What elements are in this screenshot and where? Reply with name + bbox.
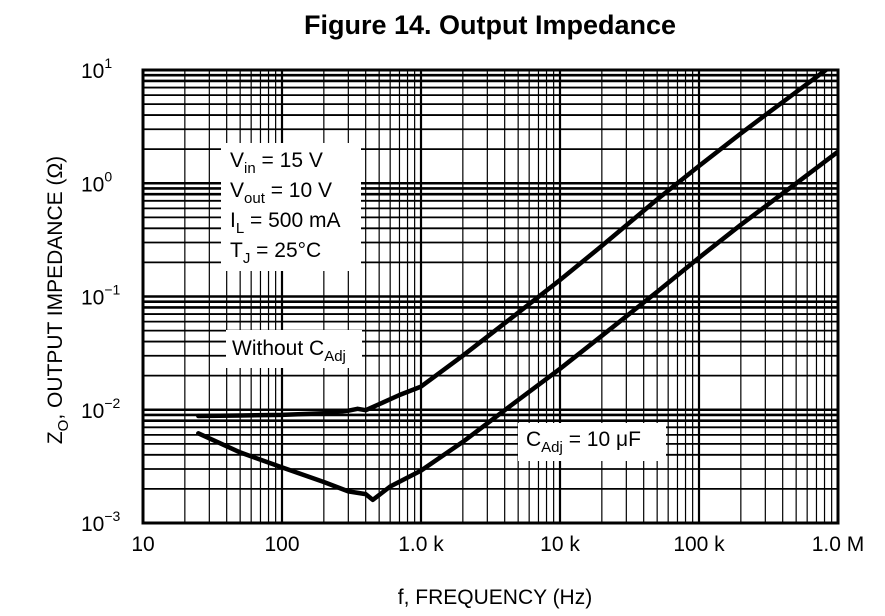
chart-title: Figure 14. Output Impedance	[304, 10, 676, 40]
y-axis-label: ZO, OUTPUT IMPEDANCE (Ω)	[44, 156, 72, 444]
x-tick-label: 100	[264, 533, 299, 556]
x-tick-label: 1.0 M	[812, 533, 865, 556]
svg-text:CAdj = 10 μF: CAdj = 10 μF	[526, 428, 641, 456]
series-layer	[196, 70, 838, 503]
x-tick-label: 10	[131, 533, 154, 556]
x-tick-label: 1.0 k	[398, 533, 444, 556]
svg-text:Without CAdj: Without CAdj	[232, 337, 346, 365]
x-tick-label: 10 k	[540, 533, 580, 556]
condition-vin: Vin = 15 V	[230, 149, 323, 177]
series-line-cadj-10uf	[196, 149, 838, 503]
y-tick-label: 101	[81, 55, 112, 83]
test-conditions: Vin = 15 V Vout = 10 V IL = 500 mA TJ = …	[221, 143, 361, 271]
y-tick-label: 100	[81, 168, 112, 196]
condition-tj: TJ = 25°C	[230, 239, 321, 267]
y-axis-label-rest: , OUTPUT IMPEDANCE (Ω)	[44, 156, 67, 420]
series-line-without-cadj	[196, 70, 830, 419]
y-axis-label-main: Z	[44, 431, 67, 444]
x-axis-label: f, FREQUENCY (Hz)	[398, 586, 592, 609]
x-tick-label: 100 k	[673, 533, 725, 556]
y-tick-label: 10−1	[81, 282, 121, 310]
plot-frame	[141, 68, 840, 525]
tick-labels: 10 100 1.0 k 10 k 100 k 1.0 M 101 100 10−1 10−2 10…	[81, 55, 864, 556]
condition-il: IL = 500 mA	[230, 209, 341, 237]
series-label-without-cadj: Without CAdj	[226, 330, 362, 368]
condition-vout: Vout = 10 V	[230, 179, 332, 207]
y-axis-label-subscript: O	[55, 420, 72, 432]
y-tick-label: 10−3	[81, 508, 121, 536]
series-label-cadj-10uf: CAdj = 10 μF	[518, 423, 666, 461]
y-tick-label: 10−2	[81, 395, 121, 423]
